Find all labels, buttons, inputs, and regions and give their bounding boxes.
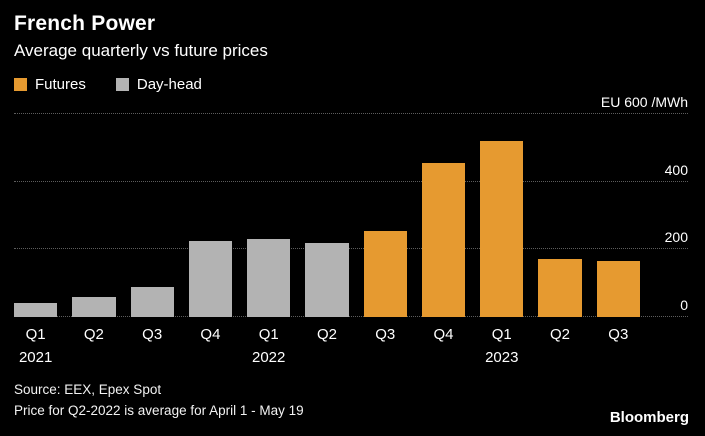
chart-title: French Power (14, 12, 156, 35)
x-tick-q2-2022: Q2 (305, 326, 348, 367)
x-tick-q2-2021: Q2 (72, 326, 115, 367)
note-text: Price for Q2-2022 is average for April 1… (14, 402, 304, 418)
bar-q2-2021 (72, 296, 116, 317)
quarter-label: Q2 (83, 326, 104, 343)
bars (14, 114, 640, 317)
legend-label-futures: Futures (35, 76, 86, 93)
x-tick-q3-2021: Q3 (131, 326, 174, 367)
x-tick-q1-2022: Q1 2022 (247, 326, 290, 367)
bar-q1-2022 (247, 239, 291, 317)
x-tick-q3-2023: Q3 (597, 326, 640, 367)
bar-q2-2023 (538, 259, 582, 317)
bar-q2-2022 (305, 242, 349, 317)
futures-swatch-icon (14, 78, 27, 91)
quarter-label: Q4 (433, 326, 454, 343)
quarter-label: Q3 (375, 326, 396, 343)
bar-q1-2021 (14, 303, 58, 317)
year-label (305, 349, 348, 367)
x-tick-q1-2023: Q1 2023 (480, 326, 523, 367)
chart-subtitle: Average quarterly vs future prices (14, 41, 268, 60)
bar-q4-2022 (421, 163, 466, 317)
year-label (538, 349, 581, 367)
bar-q3-2021 (130, 286, 174, 317)
year-label: 2023 (485, 349, 519, 366)
x-tick-q1-2021: Q1 2021 (14, 326, 57, 367)
bar-column-q3-2021 (130, 114, 174, 317)
year-label (189, 349, 232, 367)
bar-column-q4-2022 (421, 114, 466, 317)
year-label (364, 349, 407, 367)
bar-column-q2-2021 (72, 114, 116, 317)
legend-item-futures: Futures (14, 76, 86, 93)
year-label: 2022 (252, 349, 286, 366)
legend-label-day-head: Day-head (136, 76, 202, 93)
quarter-label: Q3 (142, 326, 163, 343)
bar-q4-2021 (188, 240, 233, 317)
quarter-label: Q2 (550, 326, 571, 343)
gridline-0 (14, 316, 688, 317)
bar-q3-2022 (363, 230, 407, 317)
year-label (422, 349, 465, 367)
bar-column-q1-2021 (14, 114, 58, 317)
quarter-label: Q3 (608, 326, 629, 343)
y-tick-200: 200 (664, 229, 688, 246)
plot-area: EU 600 /MWh 400 200 0 (14, 94, 688, 317)
quarter-label: Q4 (200, 326, 221, 343)
footer: Source: EEX, Epex Spot Price for Q2-2022… (14, 380, 688, 422)
x-axis-labels: Q1 2021 Q2 Q3 Q4 Q1 2022 Q2 Q3 Q4 Q1 2023 Q2 Q… (14, 326, 640, 367)
bar-column-q2-2022 (305, 114, 349, 317)
chart-area: EU 600 /MWh 400 200 0 Q1 2021 Q2 Q3 Q4 Q1 202… (14, 94, 688, 367)
year-label (131, 349, 174, 367)
year-label (72, 349, 115, 367)
bar-column-q1-2022 (247, 114, 291, 317)
quarter-label: Q1 (25, 326, 46, 343)
bar-column-q2-2023 (538, 114, 582, 317)
quarter-label: Q1 (491, 326, 512, 343)
bar-column-q4-2021 (188, 114, 233, 317)
legend-item-day-head: Day-head (115, 76, 202, 93)
gridline-600 (14, 113, 688, 114)
bloomberg-logo: Bloomberg (609, 409, 689, 426)
source-text: Source: EEX, Epex Spot (14, 382, 162, 397)
bar-column-q3-2023 (596, 114, 640, 317)
x-tick-q3-2022: Q3 (364, 326, 407, 367)
x-tick-q4-2022: Q4 (422, 326, 465, 367)
bar-column-q1-2023 (480, 114, 524, 317)
day-head-swatch-icon (115, 78, 129, 91)
y-tick-0: 0 (680, 297, 688, 313)
gridline-200 (14, 248, 688, 250)
bar-q1-2023 (480, 141, 524, 317)
gridline-400 (14, 180, 688, 182)
x-tick-q4-2021: Q4 (189, 326, 232, 367)
legend: Futures Day-head (14, 76, 688, 93)
quarter-label: Q2 (316, 326, 337, 343)
quarter-label: Q1 (258, 326, 279, 343)
y-axis-unit-label: EU 600 /MWh (600, 94, 688, 110)
x-tick-q2-2023: Q2 (538, 326, 581, 367)
year-label (597, 349, 640, 367)
year-label: 2021 (18, 349, 53, 366)
y-tick-400: 400 (664, 161, 688, 178)
bar-q3-2023 (596, 261, 640, 317)
bar-column-q3-2022 (363, 114, 407, 317)
